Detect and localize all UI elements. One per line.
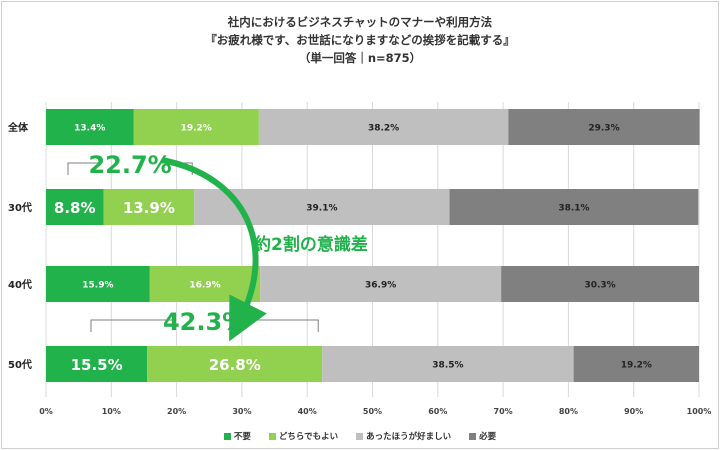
bracket-total-label: 22.7% bbox=[88, 151, 171, 179]
chart-subtitle: 『お疲れ様です、お世話になりますなどの挨拶を記載する』 bbox=[205, 33, 515, 47]
data-label: 19.2% bbox=[181, 124, 212, 134]
bracket-total-label: 42.3% bbox=[163, 308, 246, 336]
category-label: 40代 bbox=[8, 278, 32, 291]
bar-segment bbox=[46, 109, 134, 145]
chart-sample-note: （単一回答｜n=875） bbox=[298, 51, 422, 65]
data-label: 38.2% bbox=[368, 124, 399, 134]
data-label: 29.3% bbox=[588, 124, 619, 134]
data-label: 8.8% bbox=[54, 199, 96, 217]
bar-segment bbox=[133, 109, 259, 145]
difference-arrow bbox=[161, 157, 267, 342]
x-tick-label: 60% bbox=[428, 407, 447, 416]
x-tick-label: 30% bbox=[232, 407, 251, 416]
legend-item: 不要 bbox=[223, 430, 251, 442]
data-label: 38.5% bbox=[432, 361, 463, 371]
bar-segment bbox=[508, 109, 700, 145]
data-label: 38.1% bbox=[558, 204, 589, 214]
x-tick-label: 70% bbox=[494, 407, 513, 416]
legend-swatch bbox=[268, 432, 276, 440]
bar-segment bbox=[501, 266, 699, 302]
legend-item: どちらでもよい bbox=[268, 430, 339, 442]
bar-segment bbox=[147, 346, 323, 382]
bar-segment bbox=[322, 346, 574, 382]
bar-segment bbox=[573, 346, 699, 382]
data-label: 19.2% bbox=[621, 361, 652, 371]
difference-label: 約2割の意識差 bbox=[254, 234, 368, 255]
data-label: 30.3% bbox=[584, 281, 615, 291]
data-label: 15.9% bbox=[82, 281, 113, 291]
data-label: 36.9% bbox=[365, 281, 396, 291]
x-tick-label: 90% bbox=[624, 407, 643, 416]
data-label: 16.9% bbox=[189, 281, 220, 291]
category-label: 50代 bbox=[8, 358, 32, 371]
x-tick-label: 40% bbox=[298, 407, 317, 416]
chart-title: 社内におけるビジネスチャットのマナーや利用方法 bbox=[227, 15, 493, 29]
legend-item: あったほうが好ましい bbox=[356, 430, 451, 442]
x-tick-label: 10% bbox=[102, 407, 121, 416]
data-label: 15.5% bbox=[71, 356, 123, 374]
bar-segment bbox=[258, 109, 509, 145]
data-label: 39.1% bbox=[306, 204, 337, 214]
bar-segment bbox=[449, 189, 699, 225]
legend-label: 必要 bbox=[479, 432, 497, 442]
chart-legend: 不要 どちらでもよい あったほうが好ましい 必要 bbox=[2, 430, 718, 442]
x-tick-label: 0% bbox=[39, 407, 53, 416]
bar-segment bbox=[46, 346, 148, 382]
bar-segment bbox=[103, 189, 195, 225]
legend-swatch bbox=[469, 432, 477, 440]
x-tick-label: 50% bbox=[363, 407, 382, 416]
category-label: 全体 bbox=[7, 121, 29, 134]
bar-segment bbox=[46, 189, 104, 225]
legend-swatch bbox=[356, 432, 364, 440]
legend-label: どちらでもよい bbox=[278, 432, 339, 442]
legend-label: あったほうが好ましい bbox=[366, 432, 452, 442]
x-tick-label: 80% bbox=[559, 407, 578, 416]
legend-label: 不要 bbox=[233, 432, 251, 442]
data-label: 26.8% bbox=[209, 356, 261, 374]
data-label: 13.9% bbox=[123, 199, 175, 217]
legend-item: 必要 bbox=[469, 430, 496, 442]
x-tick-label: 100% bbox=[687, 407, 712, 416]
category-label: 30代 bbox=[8, 201, 32, 214]
data-label: 13.4% bbox=[74, 124, 105, 134]
bar-segment bbox=[46, 266, 150, 302]
legend-swatch bbox=[223, 432, 231, 440]
x-tick-label: 20% bbox=[167, 407, 186, 416]
bar-segment bbox=[260, 266, 502, 302]
